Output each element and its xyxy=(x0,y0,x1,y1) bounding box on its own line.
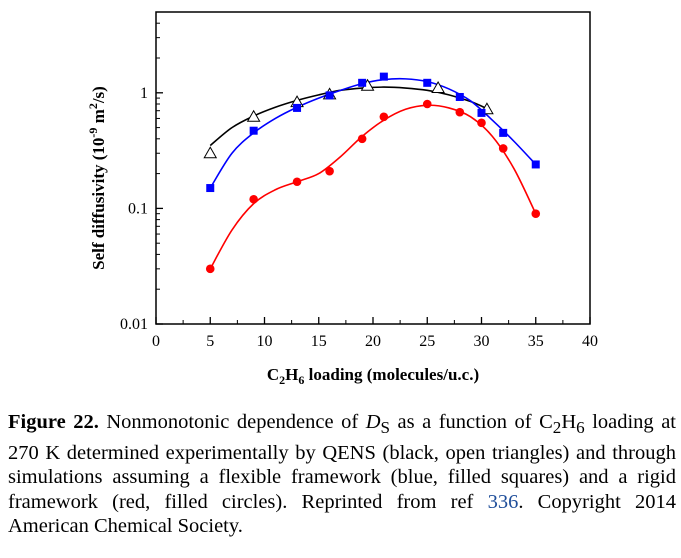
x-tick-label: 40 xyxy=(582,333,598,350)
figure-caption: Figure 22. Nonmonotonic dependence of DS… xyxy=(8,410,676,539)
diffusivity-chart: 0 5 10 15 20 25 30 35 40 0.01 0.1 1 C2H6 loading (m… xyxy=(86,11,598,387)
axis-ticks: 0 5 10 15 20 25 30 35 40 0.01 0.1 1 xyxy=(120,11,598,350)
series-1-point xyxy=(206,184,215,193)
series-2-point xyxy=(498,144,508,153)
series-1-point xyxy=(455,92,464,101)
c-subscript: 2 xyxy=(552,418,562,438)
series-1-point xyxy=(325,91,334,100)
series-1-point xyxy=(531,160,540,169)
x-tick-label: 25 xyxy=(419,333,435,350)
series-0-point xyxy=(431,81,445,94)
x-tick-label: 0 xyxy=(152,333,160,350)
series-1-point xyxy=(423,78,432,87)
x-tick-label: 15 xyxy=(311,333,327,350)
series-2-point xyxy=(455,107,465,117)
figure-label: Figure 22. xyxy=(8,411,99,433)
y-tick-label: 0.1 xyxy=(128,200,148,217)
series-1-point xyxy=(293,103,302,112)
data-markers xyxy=(203,72,541,274)
ds-subscript: S xyxy=(380,418,391,438)
y-tick-label: 0.01 xyxy=(120,316,148,333)
x-tick-label: 20 xyxy=(365,333,381,350)
series-1-point xyxy=(358,78,367,87)
series-2-point xyxy=(477,118,486,128)
caption-text: H xyxy=(561,411,577,433)
series-2-point xyxy=(292,177,302,187)
series-2-point xyxy=(357,134,367,144)
ds-symbol: D xyxy=(365,411,381,433)
y-tick-label: 1 xyxy=(140,85,148,102)
caption-text: Nonmonotonic dependence of xyxy=(98,411,366,433)
series-0-point xyxy=(246,109,261,122)
h-subscript: 6 xyxy=(576,418,585,438)
series-1-point xyxy=(249,126,258,135)
series-2-point xyxy=(379,112,389,122)
caption-text: . Copyright 2014 American Chemical Socie… xyxy=(8,490,676,538)
x-tick-label: 35 xyxy=(528,333,544,350)
reference-link[interactable]: 336 xyxy=(487,490,519,513)
x-tick-label: 5 xyxy=(206,333,214,350)
series-1-point xyxy=(379,72,388,81)
series-2-point xyxy=(325,166,334,176)
series-1-point xyxy=(477,108,486,117)
series-1-fit-line xyxy=(209,77,537,189)
series-2-point xyxy=(205,264,215,274)
y-axis-label: Self diffusivity (10-9 m2/s) xyxy=(86,86,108,270)
plot-frame xyxy=(155,11,591,325)
caption-text: as a function of C xyxy=(390,411,553,433)
caption-text: loading at 270 K determined experimental… xyxy=(8,411,676,513)
series-1-point xyxy=(499,128,508,137)
series-2-point xyxy=(249,194,258,204)
series-2-point xyxy=(422,99,432,109)
x-tick-label: 10 xyxy=(257,333,273,350)
x-axis-label: C2H6 loading (molecules/u.c.) xyxy=(267,365,479,387)
series-0-point xyxy=(203,146,218,159)
series-2-point xyxy=(531,209,541,218)
x-tick-label: 30 xyxy=(474,333,490,350)
